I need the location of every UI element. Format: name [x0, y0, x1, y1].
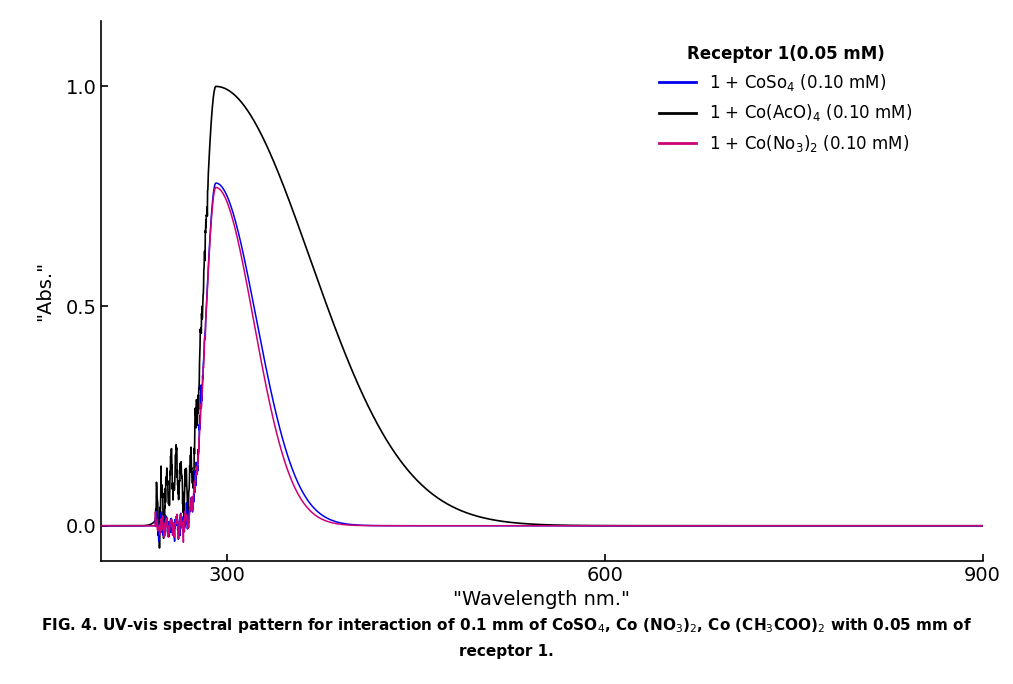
- Text: FIG. 4. UV-vis spectral pattern for interaction of 0.1 mm of CoSO$_4$, Co (NO$_3: FIG. 4. UV-vis spectral pattern for inte…: [41, 616, 972, 635]
- Text: receptor 1.: receptor 1.: [459, 644, 554, 659]
- Legend: 1 + CoSo$_4$ (0.10 mM), 1 + Co(AcO)$_4$ (0.10 mM), 1 + Co(No$_3$)$_2$ (0.10 mM): 1 + CoSo$_4$ (0.10 mM), 1 + Co(AcO)$_4$ …: [659, 45, 913, 154]
- X-axis label: "Wavelength nm.": "Wavelength nm.": [454, 590, 630, 609]
- Y-axis label: "Abs.": "Abs.": [35, 261, 55, 321]
